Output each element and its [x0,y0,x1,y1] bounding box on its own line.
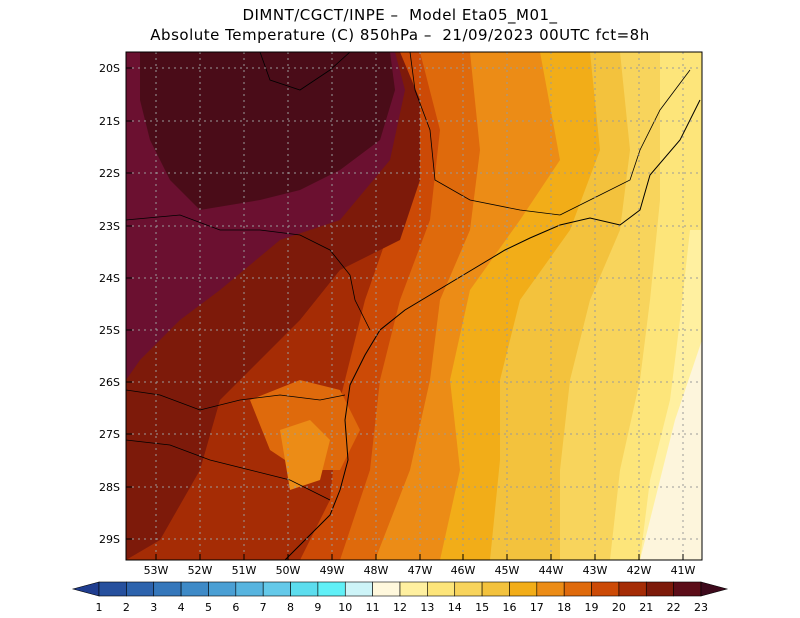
title-line-1: DIMNT/CGCT/INPE – Model Eta05_M01_ [242,6,558,24]
colorbar-swatch [372,581,401,597]
colorbar-swatch [673,581,702,597]
state-border-mg-rj-es [559,69,691,216]
lon-label: 44W [539,564,564,577]
field-layer-gt-23 [140,52,395,210]
lon-label: 45W [495,564,520,577]
colorbar-swatch [427,581,456,597]
colorbar-label: 14 [448,601,462,614]
colorbar-label: 19 [585,601,599,614]
colorbar-swatch [126,581,155,597]
state-border-sc-rs [126,439,331,501]
colorbar-label: 20 [612,601,626,614]
colorbar-label: 3 [150,601,157,614]
colorbar-boxes [71,581,729,597]
lon-label: 52W [188,564,213,577]
lat-label: 23S [99,220,120,233]
colorbar-swatch [454,581,483,597]
colorbar-label: 4 [178,601,185,614]
colorbar-label: 16 [502,601,516,614]
colorbar-label: 15 [475,601,489,614]
lon-label: 42W [627,564,652,577]
colorbar-swatch [591,581,620,597]
colorbar-swatch [509,581,538,597]
lon-label: 51W [232,564,257,577]
colorbar-arrow-high [700,581,729,597]
colorbar-label: 11 [366,601,380,614]
temperature-field [126,52,702,560]
colorbar-label: 23 [694,601,708,614]
colorbar-arrow-low [71,581,100,597]
lat-label: 28S [99,481,120,494]
field-tongue-2 [280,420,330,490]
colorbar-swatch [344,581,373,597]
lon-label: 50W [276,564,301,577]
map-frame [125,51,703,561]
colorbar-label: 2 [123,601,130,614]
colorbar-label: 17 [530,601,544,614]
state-border-sp-mg [409,52,561,216]
state-border-ms [259,52,351,91]
colorbar-swatch [180,581,209,597]
lon-label: 53W [144,564,169,577]
colorbar-label: 1 [96,601,103,614]
lon-label: 43W [583,564,608,577]
colorbar-swatch [481,581,510,597]
colorbar-label: 6 [232,601,239,614]
lat-label: 27S [99,428,120,441]
lon-label: 49W [320,564,345,577]
colorbar-label: 7 [260,601,267,614]
lat-label: 24S [99,272,120,285]
lon-label: 41W [671,564,696,577]
latitude-axis: 20S 21S 22S 23S 24S 25S 26S 27S 28S 29S [99,62,132,546]
colorbar-swatch [262,581,291,597]
colorbar-swatch [153,581,182,597]
colorbar-swatch [399,581,428,597]
colorbar-swatch [208,581,237,597]
field-layer-11-12 [640,340,702,560]
colorbar-swatch [645,581,674,597]
colorbar-swatch [563,581,592,597]
colorbar-swatch [98,581,127,597]
lat-label: 20S [99,62,120,75]
lon-label: 46W [451,564,476,577]
colorbar-label: 21 [639,601,653,614]
lat-label: 26S [99,376,120,389]
colorbar-label: 10 [338,601,352,614]
lon-label: 48W [364,564,389,577]
gridlines [126,52,702,560]
colorbar-swatch [235,581,264,597]
lat-label: 25S [99,324,120,337]
coastline [284,99,701,560]
colorbar-label: 8 [287,601,294,614]
state-border-sp-pr [126,214,371,331]
colorbar-label: 12 [393,601,407,614]
colorbar-swatch [618,581,647,597]
colorbar-label: 22 [667,601,681,614]
colorbar-swatch [317,581,346,597]
lat-label: 21S [99,115,120,128]
colorbar-label: 18 [557,601,571,614]
colorbar-swatch [536,581,565,597]
colorbar-swatch [290,581,319,597]
colorbar-label: 5 [205,601,212,614]
lon-label: 47W [408,564,433,577]
title-line-2: Absolute Temperature (C) 850hPa – 21/09/… [150,26,650,44]
colorbar-label: 13 [420,601,434,614]
lat-label: 29S [99,533,120,546]
state-border-pr-sc [126,389,346,411]
longitude-axis: 53W 52W 51W 50W 49W 48W 47W 46W 45W 44W 43W 42W 41W [144,554,696,577]
colorbar-label: 9 [314,601,321,614]
lat-label: 22S [99,167,120,180]
colorbar-labels: 1 2 3 4 5 6 7 8 9 10 11 12 13 14 15 16 17 18 19 20 21 22 23 [96,601,709,614]
